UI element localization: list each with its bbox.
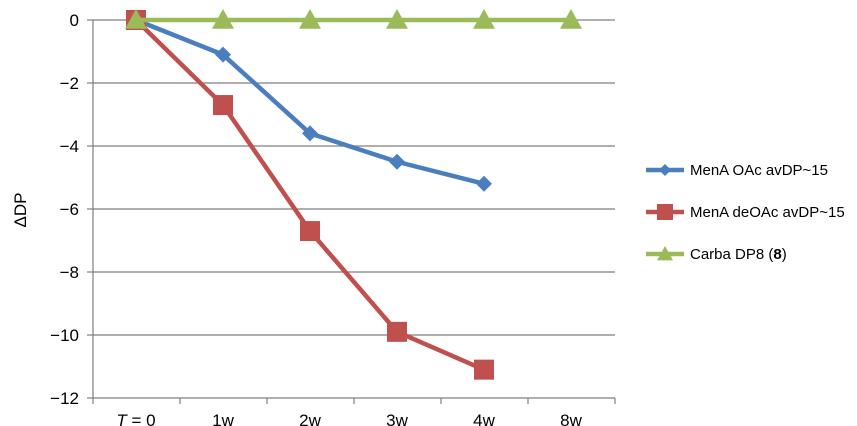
y-tick-label: −8 [60,263,79,282]
data-point [302,125,318,142]
data-point [299,9,321,29]
data-point [474,359,494,380]
x-tick-label: 1w [212,411,234,426]
legend-marker [657,204,673,220]
legend-marker [657,246,673,261]
series-line [134,18,485,372]
x-tick-label: 8w [560,411,582,426]
y-tick-label: 0 [70,11,79,30]
y-axis-title: ΔDP [11,193,30,228]
x-tick-label: 4w [473,411,495,426]
series-line [135,17,485,186]
legend-label: MenA OAc avDP~15 [690,162,828,179]
y-tick-label: −4 [60,137,79,156]
y-tick-label: −2 [60,74,79,93]
data-point [212,9,234,29]
y-tick-label: −6 [60,200,79,219]
data-point [560,9,582,29]
data-point [125,9,147,29]
data-point [473,9,495,29]
x-tick-label: 2w [299,411,321,426]
y-tick-label: −10 [50,326,79,345]
data-point [386,9,408,29]
data-point [387,321,407,342]
y-tick-label: −12 [50,389,79,408]
data-point [300,221,320,242]
legend-label: Carba DP8 (8) [690,246,787,263]
data-point [389,153,405,170]
data-point [476,175,492,192]
legend-label: MenA deOAc avDP~15 [690,204,845,221]
data-point [215,46,231,63]
x-tick-label: T = 0 [116,411,155,426]
legend-marker [659,164,671,176]
data-point [213,95,233,116]
x-tick-label: 3w [386,411,408,426]
